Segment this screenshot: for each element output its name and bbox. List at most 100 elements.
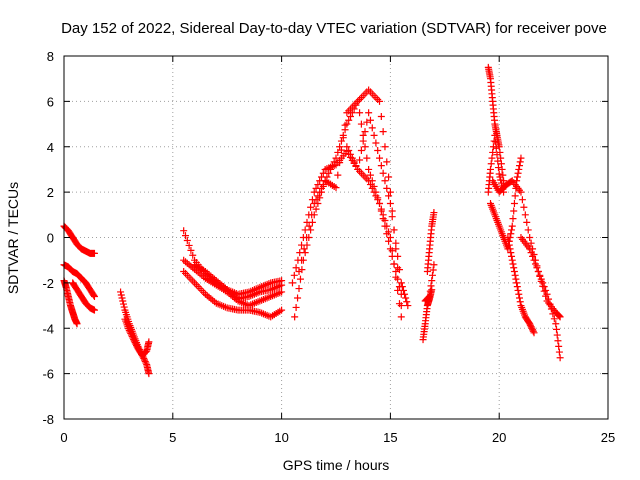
data-point: [494, 157, 502, 165]
data-point: [517, 154, 525, 162]
data-point: [368, 124, 376, 132]
data-point: [141, 356, 149, 364]
data-point: [350, 158, 358, 166]
data-point: [381, 177, 389, 185]
data-point: [556, 313, 564, 321]
data-point: [511, 192, 519, 200]
data-point: [392, 273, 400, 281]
data-point: [319, 169, 327, 177]
data-point: [402, 294, 410, 302]
data-point: [359, 137, 367, 145]
y-tick-label: 0: [47, 231, 54, 246]
data-point: [494, 164, 502, 172]
x-tick-label: 5: [169, 430, 176, 445]
y-tick-label: 2: [47, 185, 54, 200]
y-tick-label: -6: [42, 367, 54, 382]
data-point: [290, 271, 298, 279]
data-point: [310, 199, 318, 207]
data-point: [552, 320, 560, 328]
data-point: [390, 260, 398, 268]
data-point: [296, 249, 304, 257]
data-point: [365, 165, 373, 173]
data-point: [374, 147, 382, 155]
data-point: [132, 340, 140, 348]
data-point: [288, 279, 296, 287]
data-point: [531, 260, 539, 268]
data-point: [370, 131, 378, 139]
y-axis-label: SDTVAR / TECUs: [5, 182, 21, 294]
data-point: [508, 226, 516, 234]
data-point: [540, 283, 548, 291]
data-point: [385, 173, 393, 181]
data-point: [366, 116, 374, 124]
data-point: [119, 300, 127, 308]
data-point: [524, 226, 532, 234]
data-point: [317, 184, 325, 192]
data-point: [317, 173, 325, 181]
data-point: [510, 268, 518, 276]
data-point: [530, 329, 538, 337]
data-point: [368, 177, 376, 185]
series-arc-f2: [486, 154, 525, 253]
data-point: [537, 275, 545, 283]
data-point: [126, 328, 134, 336]
data-point: [550, 315, 558, 323]
data-point: [497, 176, 505, 184]
data-point: [555, 342, 563, 350]
data-point: [395, 300, 403, 308]
data-point: [133, 342, 141, 350]
data-point: [73, 320, 81, 328]
data-point: [555, 348, 563, 356]
data-point: [183, 237, 191, 245]
data-point: [516, 162, 524, 170]
data-point: [556, 354, 564, 362]
data-point: [529, 252, 537, 260]
data-point: [513, 173, 521, 181]
data-point: [386, 234, 394, 241]
data-point: [376, 199, 384, 207]
data-point: [377, 205, 385, 213]
data-point: [377, 162, 385, 170]
data-point: [356, 109, 364, 117]
data-point: [486, 165, 494, 173]
data-point: [187, 246, 195, 254]
data-point: [332, 184, 340, 192]
data-point: [130, 336, 138, 344]
data-point: [549, 310, 557, 318]
data-point: [523, 218, 531, 226]
data-point: [339, 134, 347, 142]
data-point: [357, 120, 365, 128]
data-point: [142, 359, 150, 367]
data-point: [529, 326, 537, 334]
data-point: [334, 148, 342, 156]
series-arc-c4: [191, 261, 286, 303]
data-point: [488, 154, 496, 162]
data-point: [429, 266, 437, 274]
data-point: [337, 146, 345, 154]
data-point: [181, 232, 189, 240]
data-point: [497, 179, 505, 187]
data-point: [498, 165, 506, 173]
data-point: [430, 261, 438, 269]
data-point: [125, 327, 133, 335]
data-point: [399, 286, 407, 294]
data-point: [499, 185, 507, 193]
data-point: [352, 162, 360, 170]
data-point: [510, 199, 518, 207]
x-tick-label: 20: [492, 430, 506, 445]
data-point: [180, 227, 188, 235]
data-point: [363, 154, 371, 162]
x-tick-label: 25: [601, 430, 615, 445]
data-point: [398, 283, 406, 291]
data-point: [504, 234, 512, 241]
data-point: [301, 226, 309, 234]
data-point: [383, 222, 391, 230]
data-point: [145, 370, 153, 378]
series-arc-f5: [517, 234, 564, 362]
data-point: [343, 143, 351, 151]
data-point: [517, 188, 525, 196]
data-point: [545, 295, 553, 303]
data-point: [291, 313, 299, 321]
series-arc-f6: [484, 131, 508, 196]
data-point: [294, 294, 302, 302]
